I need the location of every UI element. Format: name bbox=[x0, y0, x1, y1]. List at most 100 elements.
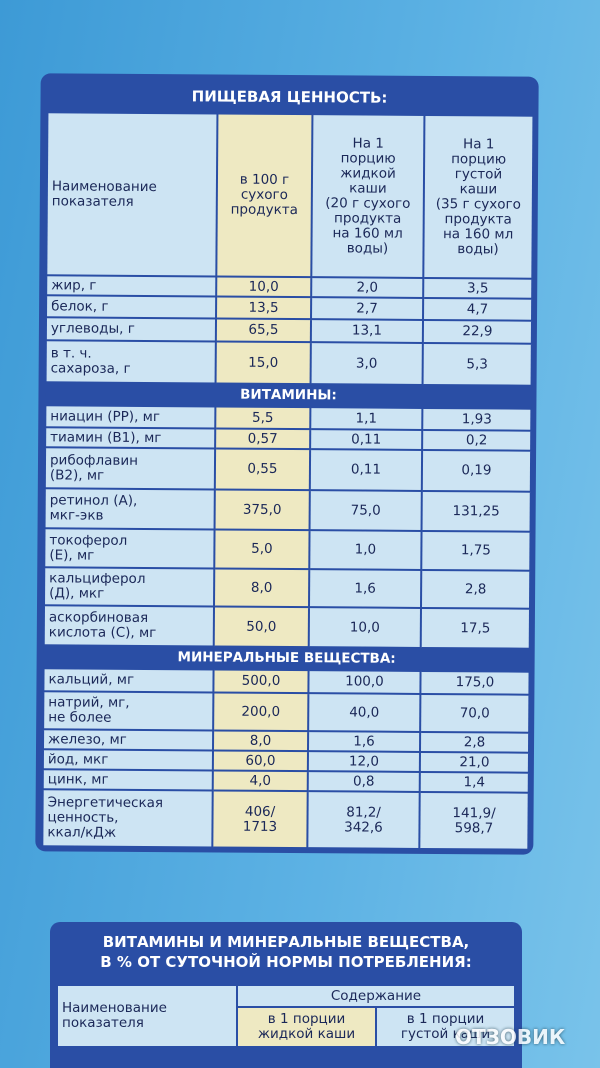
value-cell: 5,3 bbox=[422, 342, 532, 386]
value-cell: 406/ 1713 bbox=[212, 790, 308, 849]
data-row: углеводы, г 65,5 13,1 22,9 bbox=[45, 317, 533, 344]
value-cell: 0,8 bbox=[307, 771, 420, 792]
label-cell: кальций, мг bbox=[43, 668, 214, 693]
value-cell: 100,0 bbox=[308, 670, 421, 694]
value-cell: 8,0 bbox=[212, 730, 309, 752]
value-cell: 0,57 bbox=[215, 428, 311, 450]
value-cell: 15,0 bbox=[215, 341, 311, 385]
value-cell: 0,11 bbox=[309, 449, 423, 491]
value-cell: 175,0 bbox=[420, 670, 530, 695]
label-cell: в т. ч. сахароза, г bbox=[45, 340, 216, 384]
section-title: МИНЕРАЛЬНЫЕ ВЕЩЕСТВА: bbox=[43, 645, 530, 672]
value-cell: 1,93 bbox=[422, 407, 532, 431]
value-cell: 65,5 bbox=[215, 318, 312, 343]
daily-norm-table: Наименование показателя Содержание в 1 пор… bbox=[56, 984, 516, 1048]
header-row: в 1 порции жидкой каши в 1 порции густой … bbox=[57, 1006, 516, 1048]
value-cell: 1,0 bbox=[309, 530, 422, 570]
value-cell: 141,9/ 598,7 bbox=[419, 791, 529, 850]
value-cell: 500,0 bbox=[213, 669, 309, 694]
table-title: ПИЩЕВАЯ ЦЕННОСТЬ: bbox=[191, 87, 388, 107]
label-cell: кальциферол (Д), мкг bbox=[44, 567, 215, 607]
data-row: кальций, мг 500,0 100,0 175,0 bbox=[43, 668, 530, 695]
value-cell: 5,5 bbox=[215, 406, 311, 430]
value-cell: 13,1 bbox=[310, 319, 424, 343]
label-cell: жир, г bbox=[46, 275, 217, 297]
value-cell: 2,0 bbox=[311, 277, 424, 298]
value-cell: 17,5 bbox=[420, 607, 530, 649]
header-cell: Наименование показателя bbox=[46, 112, 218, 277]
header-row: Наименование показателя Содержание bbox=[56, 984, 516, 1048]
value-cell: 200,0 bbox=[213, 692, 309, 732]
value-cell: 2,7 bbox=[311, 297, 424, 320]
data-row: токоферол (Е), мг 5,0 1,0 1,75 bbox=[44, 528, 531, 571]
data-row: рибофлавин (В2), мг 0,55 0,11 0,19 bbox=[44, 447, 532, 492]
section-row: МИНЕРАЛЬНЫЕ ВЕЩЕСТВА: bbox=[43, 645, 530, 672]
value-cell: 2,8 bbox=[420, 569, 531, 609]
label-cell: натрий, мг, не более bbox=[43, 691, 214, 731]
header-cell: в 1 порции густой каши bbox=[375, 1006, 516, 1048]
label-cell: аскорбиновая кислота (С), мг bbox=[43, 605, 215, 647]
value-cell: 0,11 bbox=[310, 429, 423, 450]
data-row: Энергетическая ценность, ккал/кДж 406/ 17… bbox=[42, 789, 529, 850]
value-cell: 3,0 bbox=[310, 342, 423, 385]
data-row: в т. ч. сахароза, г 15,0 3,0 5,3 bbox=[45, 340, 532, 386]
label-cell: Энергетическая ценность, ккал/кДж bbox=[42, 789, 213, 848]
table-title: ВИТАМИНЫ И МИНЕРАЛЬНЫЕ ВЕЩЕСТВА, В % ОТ … bbox=[100, 933, 472, 971]
label-cell: железо, мг bbox=[43, 729, 214, 751]
header-cell: Наименование показателя bbox=[56, 984, 238, 1048]
section-row: ВИТАМИНЫ: bbox=[45, 382, 532, 409]
header-cell: в 100 г сухого продукта bbox=[216, 113, 313, 278]
value-cell: 10,0 bbox=[308, 607, 421, 648]
label-cell: цинк, мг bbox=[42, 769, 213, 791]
value-cell: 22,9 bbox=[422, 319, 533, 344]
value-cell: 40,0 bbox=[308, 693, 421, 732]
value-cell: 0,2 bbox=[422, 429, 532, 451]
value-cell: 12,0 bbox=[307, 751, 420, 772]
value-cell: 13,5 bbox=[216, 296, 312, 320]
watermark: ОТЗОВИК bbox=[455, 1025, 566, 1049]
header-cell: в 1 порции жидкой каши bbox=[236, 1006, 377, 1048]
data-row: аскорбиновая кислота (С), мг 50,0 10,0 17,5 bbox=[43, 605, 530, 649]
data-row: ретинол (А), мкг-экв 375,0 75,0 131,25 bbox=[44, 488, 531, 532]
value-cell: 131,25 bbox=[421, 490, 531, 532]
header-cell: Содержание bbox=[236, 984, 516, 1008]
section-title: ВИТАМИНЫ: bbox=[45, 382, 532, 409]
data-row: кальциферол (Д), мкг 8,0 1,6 2,8 bbox=[44, 567, 531, 609]
value-cell: 1,4 bbox=[419, 771, 529, 793]
value-cell: 2,8 bbox=[419, 731, 530, 753]
label-cell: токоферол (Е), мг bbox=[44, 528, 215, 569]
value-cell: 3,5 bbox=[423, 277, 533, 299]
value-cell: 70,0 bbox=[420, 693, 530, 733]
label-cell: углеводы, г bbox=[45, 317, 217, 342]
value-cell: 81,2/ 342,6 bbox=[307, 791, 420, 849]
value-cell: 1,6 bbox=[307, 731, 421, 752]
label-cell: рибофлавин (В2), мг bbox=[44, 447, 216, 490]
value-cell: 10,0 bbox=[216, 276, 312, 298]
value-cell: 21,0 bbox=[419, 751, 529, 773]
header-cell: На 1 порцию жидкой каши (20 г сухого про… bbox=[311, 114, 425, 278]
value-cell: 0,55 bbox=[214, 448, 311, 491]
label-cell: тиамин (В1), мг bbox=[45, 427, 216, 449]
label-cell: белок, г bbox=[46, 295, 217, 319]
value-cell: 5,0 bbox=[214, 529, 310, 570]
value-cell: 50,0 bbox=[213, 606, 310, 648]
header-cell: На 1 порцию густой каши (35 г сухого про… bbox=[423, 114, 534, 279]
label-cell: ретинол (А), мкг-экв bbox=[44, 488, 215, 530]
nutrition-panel: ПИЩЕВАЯ ЦЕННОСТЬ: Наименование показател… bbox=[35, 73, 539, 855]
value-cell: 4,0 bbox=[212, 770, 308, 792]
value-cell: 4,7 bbox=[423, 297, 533, 321]
daily-norm-panel: ВИТАМИНЫ И МИНЕРАЛЬНЫЕ ВЕЩЕСТВА, В % ОТ … bbox=[50, 922, 522, 1068]
nutrition-table: Наименование показателя в 100 г сухого пр… bbox=[41, 111, 534, 850]
label-cell: ниацин (РР), мг bbox=[45, 405, 216, 429]
value-cell: 1,1 bbox=[310, 407, 423, 430]
value-cell: 1,6 bbox=[309, 569, 422, 608]
value-cell: 60,0 bbox=[212, 750, 308, 772]
value-cell: 0,19 bbox=[421, 449, 532, 492]
value-cell: 75,0 bbox=[309, 490, 422, 531]
header-row: Наименование показателя в 100 г сухого пр… bbox=[46, 112, 534, 279]
value-cell: 375,0 bbox=[214, 489, 310, 531]
value-cell: 8,0 bbox=[214, 568, 310, 608]
data-row: натрий, мг, не более 200,0 40,0 70,0 bbox=[43, 691, 530, 733]
